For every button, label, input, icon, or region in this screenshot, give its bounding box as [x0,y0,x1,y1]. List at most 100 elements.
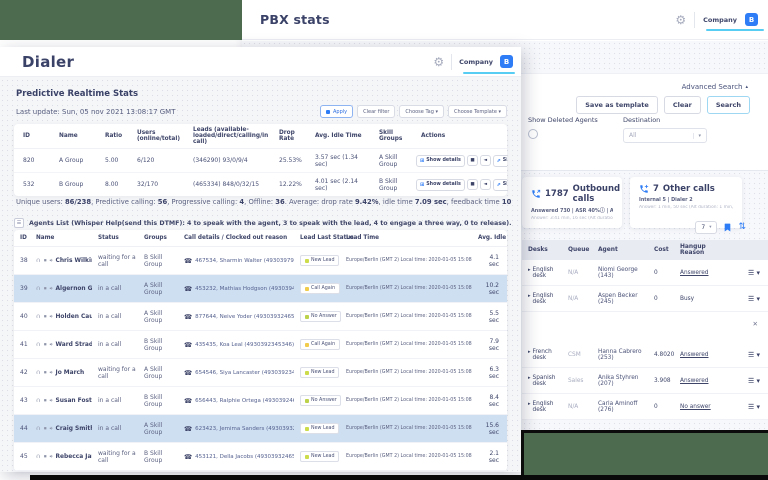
pbx-call-row[interactable]: ▸ Spanish desk Sales Anika Styhren (207) 3.9… [522,368,768,394]
col-ratio: Ratio [105,133,123,139]
speaker-icon[interactable] [49,342,54,347]
speaker-icon[interactable] [49,258,54,263]
headset-icon[interactable] [36,258,41,263]
record-icon[interactable] [43,454,48,459]
filter-chip[interactable]: Choose Template ▾ [448,105,507,118]
speaker-icon[interactable] [49,426,54,431]
lead-status-badge[interactable]: No Answer [300,395,342,406]
filter-chip[interactable]: Apply [319,105,354,118]
filter-chip[interactable]: Choose Tag ▾ [399,105,445,118]
headset-icon[interactable] [36,454,41,459]
headset-icon[interactable] [36,286,41,291]
agent-row[interactable]: 40 Holden Caulfield in a call A Skill Group… [14,303,507,331]
show-details-button[interactable]: ⊞ Show details [416,178,465,191]
agent-row[interactable]: 43 Susan Foster in a call B Skill Group ☎656… [14,387,507,415]
agent-row[interactable]: 42 Jo March waiting for a call A Skill Grou… [14,359,507,387]
record-icon[interactable] [43,258,48,263]
lead-status-badge[interactable]: New Lead [300,367,340,378]
agent-row[interactable]: 44 Craig Smith in a call A Skill Group ☎ 6234… [14,415,507,443]
record-button[interactable]: ■ [466,155,479,166]
hangup-reason[interactable]: Answered [680,377,709,384]
headset-icon[interactable] [36,314,41,319]
headset-icon[interactable] [36,342,41,347]
agent-row[interactable]: 39 Algernon Gordon in a call A Skill Group ☎… [14,275,507,303]
col-agent: Agent [598,247,618,253]
record-icon[interactable] [43,342,48,347]
gear-icon[interactable]: ⚙ [433,54,445,69]
destination-value: All [629,132,637,139]
simulator-button[interactable]: ⇗Simulator [492,178,507,191]
agent-name: Chris Wilkins [55,257,93,264]
simulator-icon: ⇗ [496,181,501,188]
record-icon[interactable] [43,398,48,403]
save-as-template-button[interactable]: Save as template [576,96,658,114]
pred-users: 32/170 [137,181,159,188]
show-deleted-agents-checkbox[interactable] [528,129,538,139]
filter-chip-label: Apply [332,108,348,115]
lead-status-badge[interactable]: Call Again [300,339,340,350]
row-menu-button[interactable]: ☰ ▾ [747,350,760,359]
record-icon[interactable] [43,426,48,431]
lead-status-badge[interactable]: No Answer [300,311,342,322]
headset-icon[interactable] [36,398,41,403]
lead-status-badge[interactable]: New Lead [300,255,340,266]
record-icon[interactable] [43,286,48,291]
lead-status-badge[interactable]: New Lead [300,423,340,434]
hangup-reason[interactable]: Answered [680,351,709,358]
sort-icon[interactable]: ⇅ [738,222,746,232]
speaker-icon[interactable] [49,398,54,403]
gear-icon[interactable]: ⚙ [675,12,687,27]
lead-status-label: New Lead [311,426,335,431]
bookmark-icon[interactable] [723,223,732,232]
filter-chips: Apply Clear filter Choose Tag ▾ Choose Temp… [319,105,507,118]
summary-segment: 36 [275,198,285,206]
filter-chip[interactable]: Clear filter [357,105,396,118]
dialer-body: Predictive Realtime Stats Last update: S… [0,78,521,472]
row-menu-button[interactable]: ☰ ▾ [747,268,760,277]
pbx-call-row[interactable]: ▸ English desk N/A Niomi George (143) 0 Answe… [522,260,768,286]
listen-button[interactable]: ◄ [480,179,491,190]
speaker-icon[interactable] [49,314,54,319]
agent-row[interactable]: 45 Rebecca James waiting for a call B Skill… [14,443,507,471]
agent-lead-time: Europe/Berlin (GMT 2) Local time: 2020-0… [346,286,472,291]
company-avatar[interactable]: B [500,55,513,68]
show-details-button[interactable]: ⊞ Show details [416,154,465,167]
pbx-call-row[interactable]: ▸ French desk CSM Hanna Cabrero (253) 4.8020… [522,342,768,368]
simulator-button[interactable]: ⇗Simulator [492,154,507,167]
pbx-call-row[interactable]: ▸ English desk N/A Carla Aminoff (276) 0 No a… [522,394,768,420]
pred-leads: (465334) 848/0/32/15 [193,181,260,188]
lead-status-badge[interactable]: Call Again [300,283,340,294]
bullet-icon: ▸ [528,292,531,299]
col-cost: Cost [654,247,669,253]
agent-row[interactable]: 38 Chris Wilkins waiting for a call B Skill… [14,247,507,275]
speaker-icon[interactable] [49,370,54,375]
record-icon[interactable] [43,314,48,319]
agent-row[interactable]: 41 Ward Stradlater in a call B Skill Group ☎… [14,331,507,359]
pbx-call-row[interactable]: ▸ English desk N/A Aspen Becker (245) 0 Busy ☰… [522,286,768,312]
record-icon[interactable] [43,370,48,375]
speaker-icon[interactable] [49,454,54,459]
listen-button[interactable]: ◄ [480,155,491,166]
hangup-reason[interactable]: Answered [680,269,709,276]
row-menu-button[interactable]: ☰ ▾ [747,294,760,303]
page-size-select[interactable]: 7 ▾ [695,221,718,234]
hangup-reason[interactable]: No answer [680,403,711,410]
headset-icon[interactable] [36,426,41,431]
close-icon[interactable]: ✕ [752,320,758,328]
predictive-table-header: ID Name Ratio Users (online/total) Leads… [14,124,507,149]
lead-status-badge[interactable]: New Lead [300,451,340,462]
row-menu-button[interactable]: ☰ ▾ [747,402,760,411]
row-menu-button[interactable]: ☰ ▾ [747,376,760,385]
other-calls-sub: Answer: 1 min, 50 sec (Alt duration: 1 m… [639,205,733,210]
company-avatar[interactable]: B [745,13,758,26]
speaker-icon[interactable] [49,286,54,291]
search-button[interactable]: Search [706,96,750,114]
record-button[interactable]: ■ [466,179,479,190]
phone-icon: ☎ [184,452,193,461]
clear-button[interactable]: Clear [663,96,701,114]
destination-select[interactable]: All ▾ [623,128,707,143]
advanced-search-toggle[interactable]: Advanced Search ▴ [682,83,748,91]
agent-lead-time: Europe/Berlin (GMT 2) Local time: 2020-0… [346,258,472,263]
headset-icon[interactable] [36,370,41,375]
agent-lead-time: Europe/Berlin (GMT 2) Local time: 2020-0… [346,370,472,375]
